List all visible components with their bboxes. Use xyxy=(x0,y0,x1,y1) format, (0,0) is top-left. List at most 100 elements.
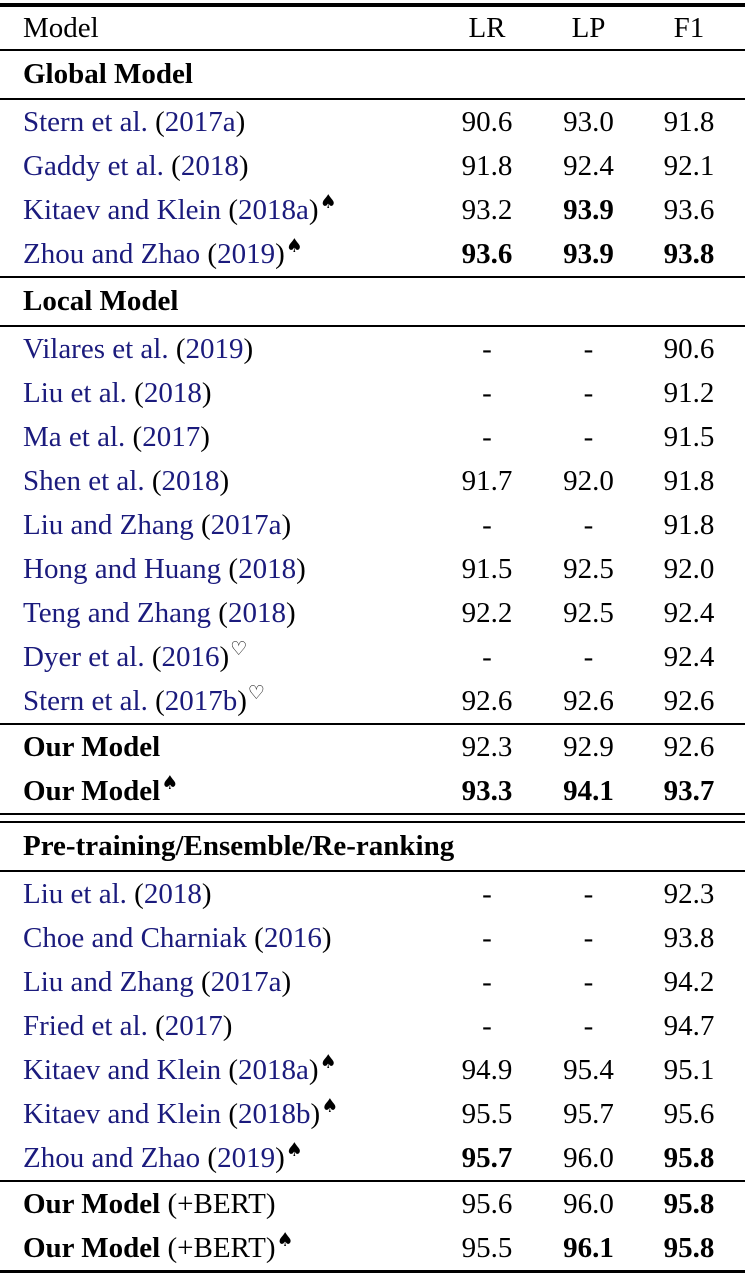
table-row: Kitaev and Klein (2018a)♠ 94.9 95.4 95.1 xyxy=(0,1048,745,1092)
our-model-label: Our Model xyxy=(23,774,161,807)
citation-link[interactable]: Stern et al. xyxy=(23,105,148,138)
model-cell: Vilares et al. (2019) xyxy=(0,333,437,366)
lr-cell: 92.2 xyxy=(461,596,513,629)
spade-icon: ♠ xyxy=(285,234,303,257)
column-header-lp: LP xyxy=(537,12,640,45)
f1-cell: 94.2 xyxy=(663,965,715,998)
toprule xyxy=(0,3,745,7)
table-row: Liu and Zhang (2017a) - - 91.8 xyxy=(0,503,745,547)
citation-year-link[interactable]: 2018 xyxy=(227,596,286,629)
citation-link[interactable]: Teng and Zhang xyxy=(23,596,212,629)
lp-cell: 96.0 xyxy=(563,1141,614,1174)
citation-link[interactable]: Shen et al. xyxy=(23,464,145,497)
citation-link[interactable]: Liu and Zhang xyxy=(23,508,194,541)
model-cell: Zhou and Zhao (2019)♠ xyxy=(0,234,437,271)
f1-cell: 93.6 xyxy=(663,193,715,226)
lp-cell: - xyxy=(583,332,594,365)
citation-link[interactable]: Vilares et al. xyxy=(23,332,169,365)
model-cell: Our Model (+BERT) xyxy=(0,1188,437,1221)
lr-cell: 91.7 xyxy=(461,464,513,497)
f1-cell: 93.8 xyxy=(663,237,715,270)
paren: ) xyxy=(310,1097,321,1130)
f1-cell: 93.7 xyxy=(663,774,715,807)
model-cell: Ma et al. (2017) xyxy=(0,421,437,454)
table-row: Teng and Zhang (2018) 92.2 92.5 92.4 xyxy=(0,591,745,635)
citation-year-link[interactable]: 2017 xyxy=(164,1009,223,1042)
citation-link[interactable]: Liu and Zhang xyxy=(23,965,194,998)
citation-year-link[interactable]: 2018 xyxy=(161,464,220,497)
citation-year-link[interactable]: 2017a xyxy=(210,965,282,998)
citation-link[interactable]: Liu et al. xyxy=(23,877,127,910)
lr-cell: 95.5 xyxy=(461,1231,513,1264)
citation-link[interactable]: Dyer et al. xyxy=(23,640,145,673)
paren: ( xyxy=(147,1009,165,1042)
lp-cell: - xyxy=(583,921,594,954)
citation-year-link[interactable]: 2016 xyxy=(263,921,322,954)
lp-cell: - xyxy=(583,877,594,910)
our-model-label: Our Model xyxy=(23,1231,161,1264)
citation-year-link[interactable]: 2018 xyxy=(143,877,202,910)
lr-cell: 93.3 xyxy=(461,774,513,807)
lr-cell: - xyxy=(482,1009,492,1042)
lr-cell: 92.3 xyxy=(461,730,513,763)
citation-year-link[interactable]: 2018a xyxy=(238,1053,309,1086)
citation-year-link[interactable]: 2019 xyxy=(217,1141,276,1174)
lr-cell: - xyxy=(482,965,492,998)
paren: ) xyxy=(201,877,212,910)
citation-link[interactable]: Liu et al. xyxy=(23,376,127,409)
citation-link[interactable]: Zhou and Zhao xyxy=(23,1141,201,1174)
paren: ) xyxy=(235,105,246,138)
citation-link[interactable]: Zhou and Zhao xyxy=(23,237,201,270)
paren: ( xyxy=(193,508,211,541)
citation-link[interactable]: Kitaev and Klein xyxy=(23,193,222,226)
paren: ( xyxy=(200,237,218,270)
paren: ( xyxy=(221,193,239,226)
spade-icon: ♠ xyxy=(161,771,179,794)
citation-year-link[interactable]: 2018 xyxy=(238,552,297,585)
column-header-f1: F1 xyxy=(640,12,738,45)
model-cell: Gaddy et al. (2018) xyxy=(0,150,437,183)
citation-year-link[interactable]: 2017a xyxy=(164,105,236,138)
citation-year-link[interactable]: 2018 xyxy=(143,376,202,409)
citation-year-link[interactable]: 2017b xyxy=(164,684,238,717)
lr-cell: 93.6 xyxy=(461,237,513,270)
our-model-label: Our Model xyxy=(23,1187,161,1220)
column-header-label: LP xyxy=(571,11,606,44)
citation-year-link[interactable]: 2019 xyxy=(217,237,276,270)
citation-link[interactable]: Fried et al. xyxy=(23,1009,148,1042)
lr-cell: 95.5 xyxy=(461,1097,513,1130)
midrule xyxy=(0,1180,745,1182)
lr-cell: 95.7 xyxy=(461,1141,513,1174)
paren: ) xyxy=(281,965,292,998)
citation-year-link[interactable]: 2018b xyxy=(238,1097,311,1130)
heart-icon: ♡ xyxy=(247,681,265,704)
citation-link[interactable]: Kitaev and Klein xyxy=(23,1053,222,1086)
table-row: Vilares et al. (2019) - - 90.6 xyxy=(0,327,745,371)
citation-link[interactable]: Gaddy et al. xyxy=(23,149,164,182)
table-row: Our Model (+BERT)♠ 95.5 96.1 95.8 xyxy=(0,1226,745,1270)
citation-link[interactable]: Kitaev and Klein xyxy=(23,1097,222,1130)
lp-cell: 96.0 xyxy=(563,1187,614,1220)
spade-icon: ♠ xyxy=(319,190,337,213)
paren: ) xyxy=(200,420,210,453)
table-row: Liu and Zhang (2017a) - - 94.2 xyxy=(0,960,745,1004)
model-cell: Our Model xyxy=(0,731,437,764)
citation-year-link[interactable]: 2017 xyxy=(142,420,201,453)
midrule xyxy=(0,325,745,327)
lr-cell: 90.6 xyxy=(461,105,513,138)
citation-year-link[interactable]: 2016 xyxy=(161,640,220,673)
model-cell: Liu et al. (2018) xyxy=(0,878,437,911)
citation-year-link[interactable]: 2017a xyxy=(210,508,282,541)
citation-year-link[interactable]: 2018a xyxy=(238,193,309,226)
spade-icon: ♠ xyxy=(285,1138,303,1161)
citation-year-link[interactable]: 2018 xyxy=(180,149,239,182)
lr-cell: 94.9 xyxy=(461,1053,513,1086)
citation-link[interactable]: Choe and Charniak xyxy=(23,921,247,954)
citation-link[interactable]: Hong and Huang xyxy=(23,552,222,585)
paren: ) xyxy=(238,149,249,182)
citation-year-link[interactable]: 2019 xyxy=(185,332,244,365)
paren: ) xyxy=(219,640,230,673)
lp-cell: - xyxy=(583,420,594,453)
citation-link[interactable]: Stern et al. xyxy=(23,684,148,717)
citation-link[interactable]: Ma et al. xyxy=(23,420,126,453)
